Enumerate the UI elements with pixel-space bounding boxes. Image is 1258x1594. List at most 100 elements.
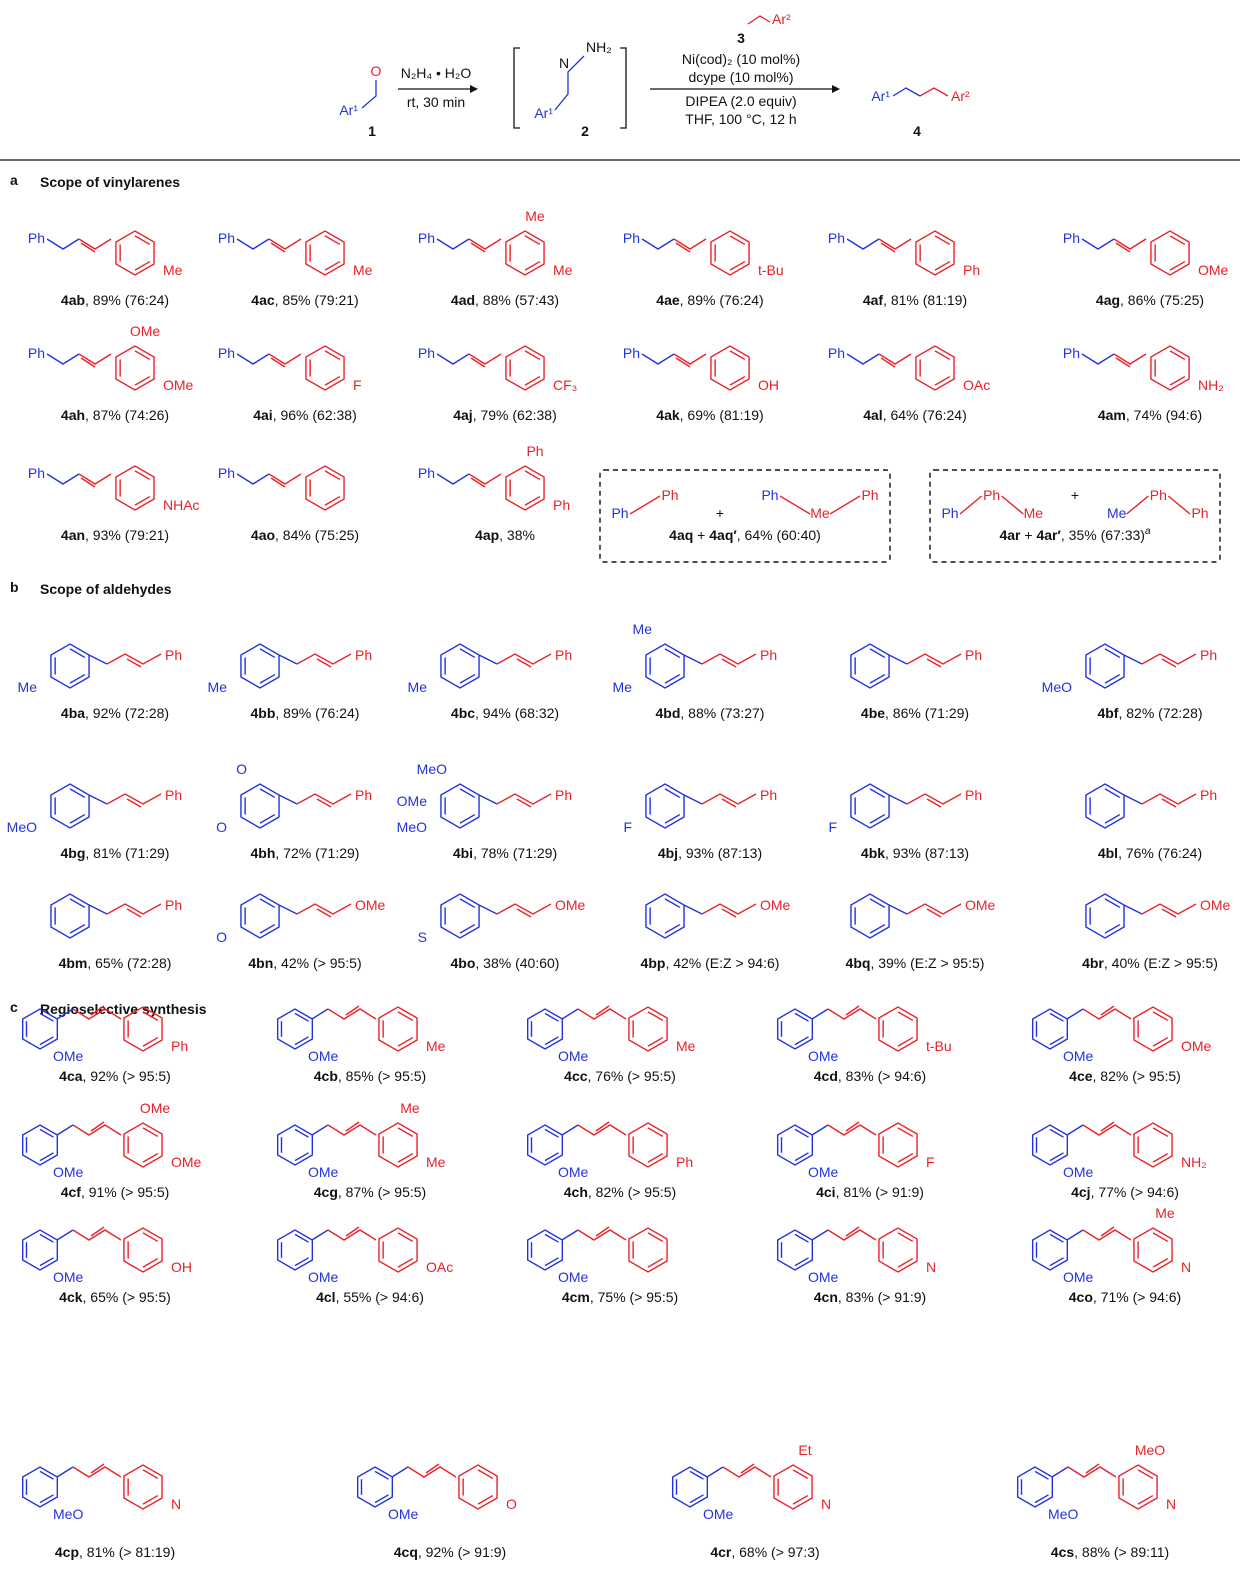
compound-label: 4ak, 69% (81:19) (656, 407, 763, 423)
atom-label: Ph (418, 230, 435, 246)
bond (295, 1258, 309, 1266)
atom-label: t-Bu (758, 262, 784, 278)
atom-label: Ph (555, 647, 572, 663)
atom-label: OMe (558, 1269, 589, 1285)
compound-label: 4bn, 42% (> 95:5) (248, 955, 361, 971)
compound-label: 4be, 86% (71:29) (861, 705, 969, 721)
bond (260, 899, 275, 908)
ring (711, 346, 749, 390)
bond (1153, 1128, 1168, 1137)
bond (89, 905, 107, 914)
bond (1162, 659, 1176, 667)
ring (441, 894, 479, 938)
bond (1153, 1259, 1168, 1268)
compound-label: 4bm, 65% (72:28) (59, 955, 172, 971)
atom-label: Ph (553, 497, 570, 513)
yield: , 75% (> 95:5) (590, 1289, 678, 1305)
compound-label: 4af, 81% (81:19) (863, 292, 967, 308)
ring (116, 466, 154, 510)
bond (460, 675, 475, 684)
bond (525, 236, 540, 245)
bond (847, 239, 879, 249)
atom-label: MeO (397, 819, 427, 835)
atom-label: Ph (828, 345, 845, 361)
atom-label: OMe (308, 1048, 339, 1064)
bond (375, 1471, 389, 1479)
atom-label: F (353, 377, 362, 393)
bond (89, 795, 107, 804)
bond (665, 899, 680, 908)
atom-label: Me (400, 1100, 420, 1116)
atom-label: Ph (1150, 487, 1167, 503)
bond (1035, 1495, 1049, 1503)
compound-id: 4bo (451, 955, 476, 971)
atom-label: MeO (53, 1506, 83, 1522)
bond (460, 789, 475, 798)
bond (793, 1496, 808, 1505)
compound-id: 4bk (861, 845, 885, 861)
compound-label: 4cl, 55% (> 94:6) (316, 1289, 424, 1305)
compound-id: 4af (863, 292, 884, 308)
atom-label: Ph (28, 465, 45, 481)
atom-label: OMe (808, 1269, 839, 1285)
compound-id: 4bq (846, 955, 871, 971)
atom-label: OMe (808, 1164, 839, 1180)
yield: , 39% (E:Z > 95:5) (870, 955, 984, 971)
yield: , 86% (71:29) (885, 705, 969, 721)
yield: , 74% (94:6) (1126, 407, 1202, 423)
ring (916, 346, 954, 390)
compound-label: 4co, 71% (> 94:6) (1069, 1289, 1181, 1305)
yield: , 93% (87:13) (885, 845, 969, 861)
atom-label: OMe (1063, 1048, 1094, 1064)
bond (279, 905, 297, 914)
compound-label: 4bh, 72% (71:29) (251, 845, 360, 861)
bond (648, 1154, 663, 1163)
atom-label: Me (676, 1038, 696, 1054)
bond (525, 262, 540, 271)
atom-label: OMe (308, 1269, 339, 1285)
bond (730, 377, 745, 386)
compound-id: 4be (861, 705, 885, 721)
bond (665, 649, 680, 658)
bracket (514, 48, 520, 128)
atom-label: MeO (7, 819, 37, 835)
bond (325, 377, 340, 386)
yield: , 81% (> 91:9) (836, 1184, 924, 1200)
bond (935, 351, 950, 360)
ring (124, 1465, 162, 1509)
bond (648, 1012, 663, 1021)
atom-label: Ph (28, 345, 45, 361)
ring (306, 231, 344, 275)
compound-id: 4ai (253, 407, 272, 423)
bond (1170, 262, 1185, 271)
atom-label: Ph (171, 1038, 188, 1054)
atom-label: OMe (808, 1048, 839, 1064)
bond (1138, 1496, 1153, 1505)
dashed-box (930, 470, 1220, 562)
bond (898, 1012, 913, 1021)
atom-label: Ph (355, 647, 372, 663)
yield: , 79% (62:38) (473, 407, 557, 423)
atom-label: OMe (1063, 1269, 1094, 1285)
atom-label: Ph (1200, 787, 1217, 803)
bond (935, 236, 950, 245)
compound-label: 4cm, 75% (> 95:5) (562, 1289, 678, 1305)
atom-label: Ar¹ (871, 88, 890, 104)
bond (684, 655, 702, 664)
bond (89, 655, 107, 664)
yield: , 68% (> 97:3) (731, 1544, 819, 1560)
compound-id: 4ab (61, 292, 85, 308)
ring (851, 894, 889, 938)
bond (1050, 1153, 1064, 1161)
compound-label: 4aq + 4aq′, 64% (60:40) (669, 527, 821, 543)
compound-label: 4bk, 93% (87:13) (861, 845, 969, 861)
section-title: Scope of vinylarenes (40, 174, 180, 190)
atom-label: OMe (1063, 1164, 1094, 1180)
compound-id: 4al (863, 407, 882, 423)
bond (40, 1258, 54, 1266)
bond (479, 655, 497, 664)
bond (57, 1230, 73, 1240)
condition: THF, 100 °C, 12 h (685, 111, 796, 127)
yield: , 85% (79:21) (275, 292, 359, 308)
bond (398, 1128, 413, 1137)
